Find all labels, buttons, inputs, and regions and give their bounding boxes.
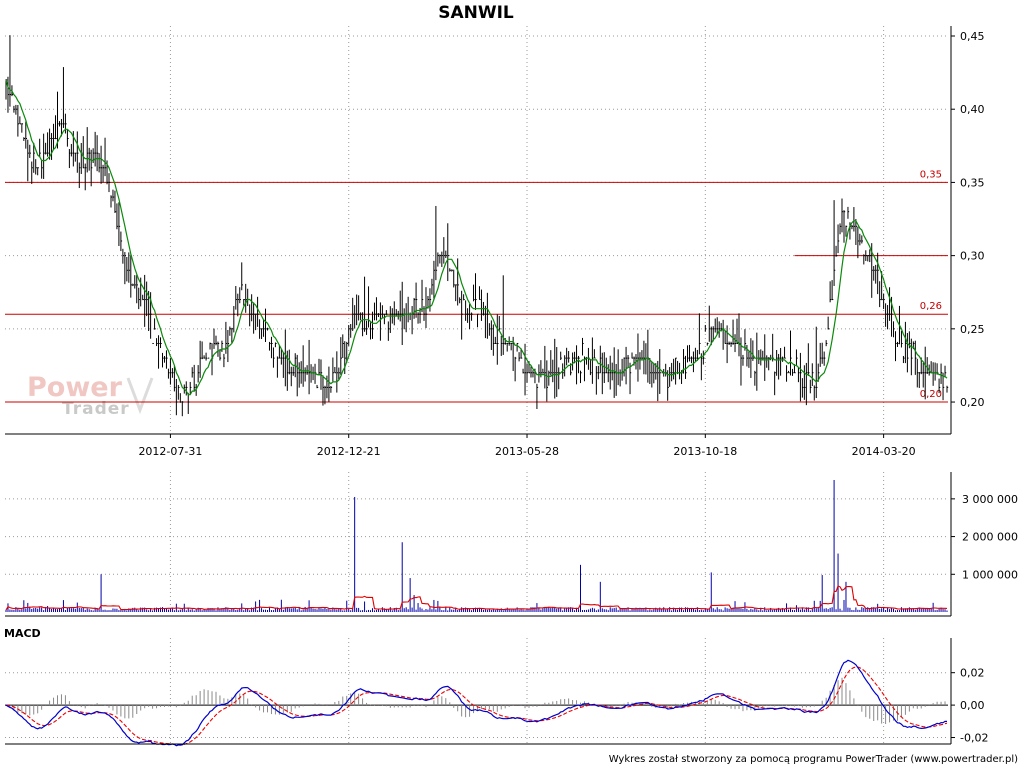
macd-signal-line — [5, 666, 948, 746]
macd-tick-label: 0,02 — [960, 667, 985, 680]
y-tick-label: 0,20 — [960, 396, 985, 409]
watermark-logo-icon — [126, 377, 154, 415]
volume-tick-label: 3 000 000 — [962, 493, 1018, 506]
macd-tick-label: -0,02 — [960, 732, 988, 745]
price-bars — [5, 35, 949, 417]
x-tick-label: 2012-07-31 — [138, 445, 202, 458]
y-tick-label: 0,25 — [960, 323, 985, 336]
x-tick-label: 2014-03-20 — [852, 445, 916, 458]
macd-tick-label: 0,00 — [960, 699, 985, 712]
volume-average — [5, 585, 948, 611]
y-tick-label: 0,30 — [960, 250, 985, 263]
price-levels: 0,35 0,26 0,20 — [5, 169, 948, 403]
x-tick-label: 2013-10-18 — [673, 445, 737, 458]
macd-label: MACD — [4, 627, 41, 640]
level-label: 0,20 — [920, 389, 942, 400]
y-tick-label: 0,35 — [960, 176, 985, 189]
sma-line — [5, 79, 948, 396]
macd-grid — [5, 638, 948, 744]
level-label: 0,35 — [920, 169, 942, 180]
x-tick-label: 2013-05-28 — [495, 445, 559, 458]
y-tick-label: 0,40 — [960, 103, 985, 116]
level-label: 0,26 — [920, 301, 942, 312]
price-axis: 2012-07-31 2012-12-21 2013-05-28 2013-10-18… — [5, 26, 985, 458]
volume-tick-label: 1 000 000 — [962, 568, 1018, 581]
footer-credit: Wykres został stworzony za pomocą progra… — [609, 754, 1018, 765]
volume-average-line — [5, 585, 948, 611]
volume-axis: 3 000 000 2 000 000 1 000 000 — [5, 472, 1018, 617]
watermark-power: Power — [27, 372, 123, 403]
volume-bars — [5, 480, 948, 612]
price-sma — [5, 79, 948, 396]
x-tick-label: 2012-12-21 — [317, 445, 381, 458]
y-tick-label: 0,45 — [960, 30, 985, 43]
macd-axis: 0,02 0,00 -0,02 — [5, 638, 988, 745]
volume-tick-label: 2 000 000 — [962, 531, 1018, 544]
macd-histogram — [9, 677, 946, 725]
volume-grid — [5, 472, 948, 612]
chart-title: SANWIL — [438, 3, 514, 23]
watermark-trader: Trader — [62, 399, 130, 419]
